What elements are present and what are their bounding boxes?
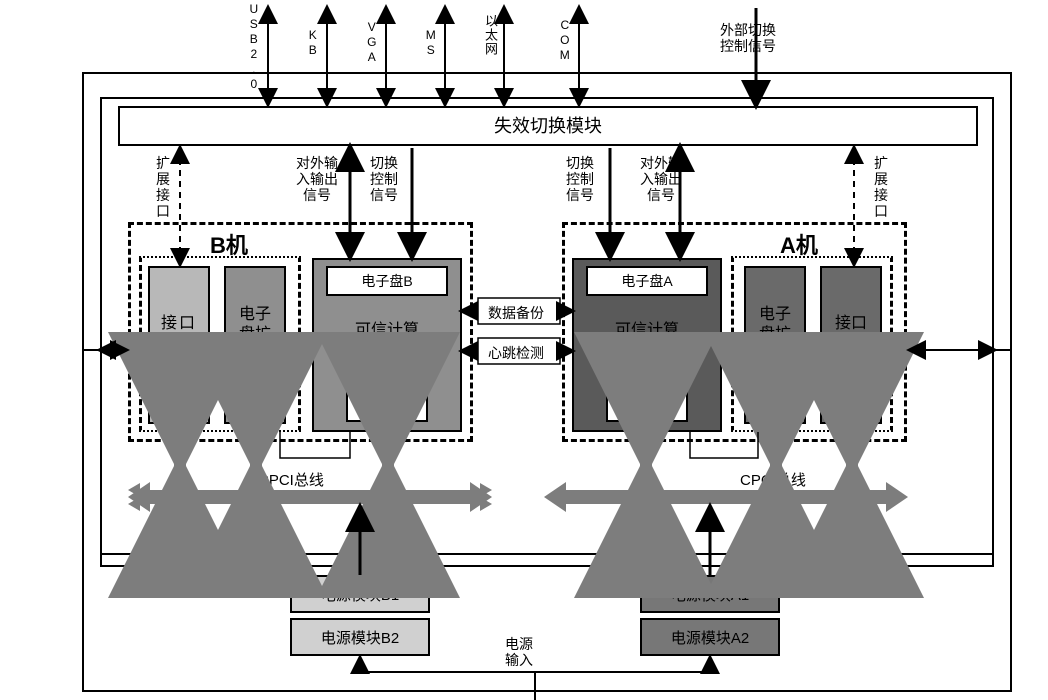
power-a1: 电源模块A1 [640,575,780,613]
failover-title: 失效切换模块 [494,115,602,138]
edisk-b-text: 电子盘B [361,271,412,291]
cpci-bus-b-label: CPCI总线 [258,472,324,489]
port-vga-label: VGA [364,20,378,65]
port-kb-label: KB [305,28,319,58]
switch-ctrl-a-label: 切换 控制 信号 [566,155,594,203]
rail-top [100,553,994,555]
ext-iface-a-label: 扩 展 接 口 [874,155,888,219]
io-signal-b-label: 对外输 入输出 信号 [296,155,338,203]
power-b1: 电源模块B1 [290,575,430,613]
data-backup-label: 数据备份 [488,305,544,321]
power-b2: 电源模块B2 [290,618,430,656]
power-a2-text: 电源模块A2 [671,627,749,648]
heartbeat-label: 心跳检测 [488,345,544,361]
main-module-a-text: 可信计算 机主模块A [586,320,708,365]
main-module-b-text: 可信计算 机主模块B [326,320,448,365]
tcm-a: TCM [606,392,688,422]
power-input-label: 电源 输入 [505,636,533,668]
disk-module-b: 电子 盘扩 展模 块B [224,266,286,424]
edisk-a-text: 电子盘A [621,271,672,291]
tcm-a-text: TCM [632,399,662,415]
tcm-b: TCM [346,392,428,422]
iface-module-b-text: 接口 扩展 模块B [154,314,204,376]
ext-iface-b-label: 扩 展 接 口 [156,155,170,219]
disk-module-a: 电子 盘扩 展模 块A [744,266,806,424]
iface-module-a-text: 接口 扩展 模块A [826,314,876,376]
disk-module-a-text: 电子 盘扩 展模 块A [750,305,800,385]
edisk-b: 电子盘B [326,266,448,296]
port-ext-switch-label: 外部切换 控制信号 [720,22,776,54]
tcm-b-text: TCM [372,399,402,415]
cpci-bus-a-label: CPCI总线 [740,472,806,489]
failover-switch-module: 失效切换模块 [118,106,978,146]
port-com-label: COM [557,18,571,63]
power-a1-text: 电源模块A1 [671,584,749,605]
iface-module-b: 接口 扩展 模块B [148,266,210,424]
power-a2: 电源模块A2 [640,618,780,656]
port-eth-label: 以太网 [482,14,497,56]
iface-module-a: 接口 扩展 模块A [820,266,882,424]
port-usb-label: USB2.0 [246,2,260,92]
power-b2-text: 电源模块B2 [321,627,399,648]
switch-ctrl-b-label: 切换 控制 信号 [370,155,398,203]
disk-module-b-text: 电子 盘扩 展模 块B [230,305,280,385]
power-b1-text: 电源模块B1 [321,584,399,605]
edisk-a: 电子盘A [586,266,708,296]
port-ms-label: MS [423,28,437,58]
io-signal-a-label: 对外输 入输出 信号 [640,155,682,203]
block-diagram-root: 失效切换模块 USB2.0 KB VGA MS 以太网 COM 外部切换 控制信… [0,0,1048,700]
